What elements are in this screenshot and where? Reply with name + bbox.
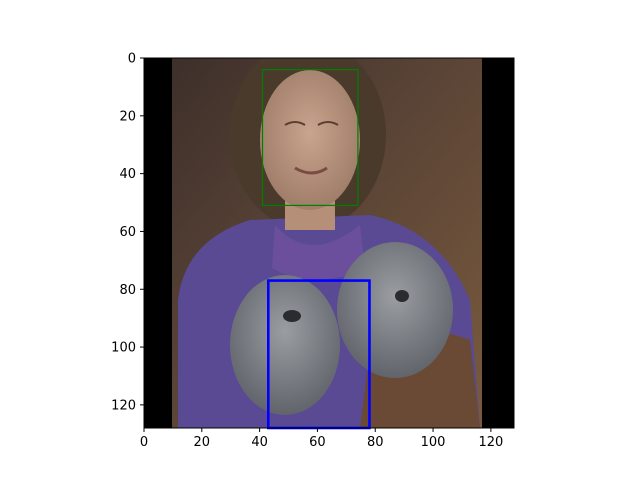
otter-right-eye-shape bbox=[395, 290, 409, 302]
mouth-shape bbox=[294, 166, 328, 175]
x-tick-label: 100 bbox=[421, 435, 446, 450]
shirt-collar-shape bbox=[272, 225, 365, 280]
left-eye-shape bbox=[284, 121, 306, 126]
y-axis: 0 20 40 60 80 100 120 bbox=[111, 52, 144, 413]
otter-left-nose-shape bbox=[283, 310, 301, 322]
y-tick-label: 120 bbox=[111, 398, 136, 413]
y-tick-label: 0 bbox=[128, 52, 136, 67]
x-tick-label: 0 bbox=[140, 435, 148, 450]
y-tick-label: 80 bbox=[119, 283, 136, 298]
otter-left-shape bbox=[230, 275, 340, 415]
x-axis: 0 20 40 60 80 100 120 bbox=[140, 428, 503, 450]
x-tick-label: 20 bbox=[194, 435, 211, 450]
otter-right-shape bbox=[337, 242, 453, 378]
image-area bbox=[144, 58, 514, 428]
y-tick-label: 40 bbox=[119, 167, 136, 182]
x-tick-label: 80 bbox=[367, 435, 384, 450]
y-tick-label: 20 bbox=[119, 109, 136, 124]
x-tick-label: 60 bbox=[309, 435, 326, 450]
right-eye-shape bbox=[317, 121, 339, 126]
face-shape bbox=[260, 70, 360, 210]
y-tick-label: 100 bbox=[111, 341, 136, 356]
x-tick-label: 120 bbox=[478, 435, 503, 450]
y-tick-label: 60 bbox=[119, 225, 136, 240]
bounding-box-1 bbox=[261, 68, 359, 207]
x-tick-label: 40 bbox=[251, 435, 268, 450]
axes-frame bbox=[143, 57, 515, 429]
